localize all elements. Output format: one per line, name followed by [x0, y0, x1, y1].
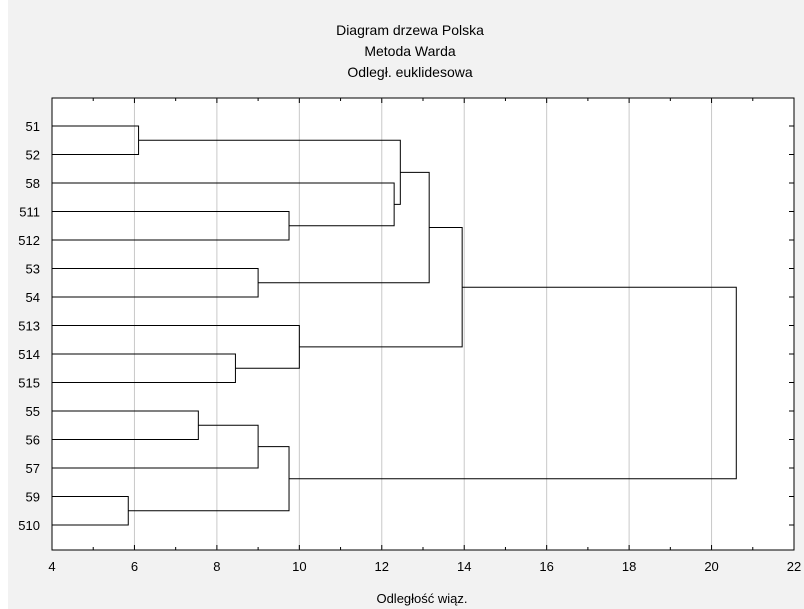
chart-title-line-1: Diagram drzewa Polska: [336, 22, 484, 38]
grid-lines: [133, 98, 713, 550]
x-tick-label: 22: [787, 559, 801, 574]
x-tick-label: 18: [622, 559, 636, 574]
x-tick-label: 10: [292, 559, 306, 574]
leaf-labels: 51 52 58 511 512 53 54 513 514 515 55 56 57 59 510: [18, 119, 794, 533]
x-axis-ticks: 4 6 8 10 12 14 16 18 20 22: [48, 98, 801, 574]
leaf-label: 510: [18, 518, 40, 533]
leaf-label: 515: [18, 376, 40, 391]
leaf-label: 57: [26, 461, 40, 476]
x-tick-label: 4: [48, 559, 55, 574]
plot-area: [51, 97, 795, 551]
x-tick-label: 6: [131, 559, 138, 574]
leaf-label: 54: [26, 290, 40, 305]
leaf-label: 511: [19, 205, 40, 220]
leaf-label: 53: [26, 262, 40, 277]
x-tick-label: 8: [213, 559, 220, 574]
leaf-label: 52: [26, 148, 40, 163]
x-axis-title: Odległość wiąz.: [376, 591, 467, 606]
x-tick-label: 12: [375, 559, 389, 574]
x-tick-label: 14: [457, 559, 471, 574]
dendrogram-link-N: [289, 286, 737, 480]
x-tick-label: 20: [704, 559, 718, 574]
leaf-label: 59: [26, 490, 40, 505]
leaf-label: 51: [26, 119, 40, 134]
chart-title-line-2: Metoda Warda: [364, 43, 456, 59]
leaf-label: 55: [26, 404, 40, 419]
leaf-label: 56: [26, 433, 40, 448]
leaf-label: 512: [18, 233, 40, 248]
dendrogram-links: [52, 125, 737, 526]
leaf-label: 514: [18, 347, 40, 362]
x-tick-label: 16: [539, 559, 553, 574]
leaf-label: 513: [18, 319, 40, 334]
leaf-label: 58: [26, 176, 40, 191]
chart-title-line-3: Odległ. euklidesowa: [347, 64, 473, 80]
